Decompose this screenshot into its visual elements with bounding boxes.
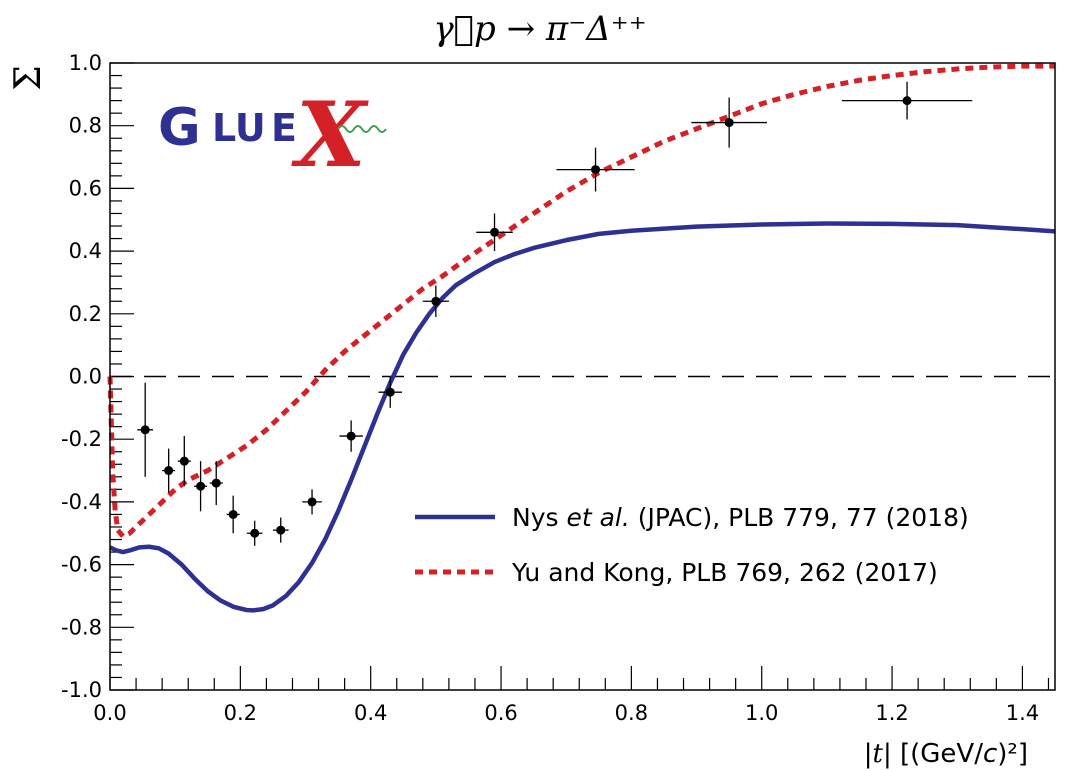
chart-title: γ⃗p → π⁻Δ⁺⁺ — [433, 9, 646, 49]
data-point — [162, 448, 176, 493]
data-point-marker — [346, 431, 356, 441]
x-axis-label-var: t — [873, 739, 884, 769]
legend-label-yu-kong-text: Yu and Kong, PLB 769, 262 (2017) — [511, 558, 938, 587]
data-point — [422, 285, 449, 317]
data-point — [691, 97, 767, 148]
y-tick-label: -0.4 — [61, 490, 102, 514]
data-point-marker — [140, 425, 150, 435]
data-point-marker — [179, 456, 189, 466]
logo-letter-e: E — [271, 106, 297, 150]
data-point — [137, 382, 154, 477]
y-tick-label: 0.6 — [69, 176, 102, 200]
data-point — [272, 517, 289, 543]
plot-frame — [109, 62, 1056, 691]
x-tick-labels: 0.0 0.2 0.4 0.6 0.8 1.0 1.2 1.4 — [93, 701, 1039, 725]
data-point — [177, 436, 191, 487]
data-point-marker — [228, 509, 238, 519]
data-point — [302, 489, 322, 515]
x-axis-label: |t| [(GeV/c)²] — [864, 739, 1028, 769]
data-point-marker — [490, 227, 500, 237]
x-tick-label: 0.2 — [224, 701, 257, 725]
data-point-marker — [307, 497, 317, 507]
y-tick-label: -0.6 — [61, 553, 102, 577]
data-point — [476, 213, 513, 252]
curve-yu-kong — [107, 63, 1055, 539]
y-tick-label: 1.0 — [69, 51, 102, 75]
logo-letter-x: X — [291, 82, 369, 188]
x-axis-label-close: )²] — [997, 739, 1028, 769]
y-tick-label: 0.0 — [69, 365, 102, 389]
x-tick-label: 0.4 — [354, 701, 387, 725]
x-axis-label-open: | — [864, 739, 873, 769]
data-point — [246, 520, 263, 546]
data-point-marker — [902, 96, 912, 106]
logo-letter-g: G — [158, 98, 201, 158]
y-tick-label: 0.8 — [69, 114, 102, 138]
x-tick-label: 0.6 — [484, 701, 517, 725]
data-point-marker — [211, 478, 221, 488]
y-tick-label: 0.2 — [69, 302, 102, 326]
data-point-marker — [164, 466, 174, 476]
x-tick-label: 1.2 — [875, 701, 908, 725]
legend-label-jpac-post: (JPAC), PLB 779, 77 (2018) — [630, 503, 969, 532]
legend-label-yu-kong: Yu and Kong, PLB 769, 262 (2017) — [511, 558, 938, 587]
data-point-marker — [385, 387, 395, 397]
data-point — [226, 495, 240, 534]
data-point — [556, 147, 635, 192]
data-points — [137, 81, 973, 546]
data-point — [339, 420, 363, 452]
y-axis-label: Σ — [8, 65, 49, 90]
x-axis-label-mid: | [(GeV/ — [883, 739, 983, 769]
data-point-marker — [431, 296, 441, 306]
data-point-marker — [276, 525, 286, 535]
y-tick-label: -1.0 — [61, 678, 102, 702]
logo-photon-wave-icon — [337, 125, 387, 133]
curve-jpac — [109, 221, 1056, 613]
x-tick-label: 0.0 — [93, 701, 126, 725]
x-tick-label: 1.4 — [1006, 701, 1039, 725]
data-point-marker — [724, 118, 734, 128]
x-tick-label: 1.0 — [745, 701, 778, 725]
logo-letters-lu: LU — [212, 106, 266, 150]
legend: Nys et al. (JPAC), PLB 779, 77 (2018) Yu… — [415, 503, 969, 587]
x-tick-label: 0.8 — [615, 701, 648, 725]
y-tick-label: -0.8 — [61, 615, 102, 639]
legend-label-jpac: Nys et al. (JPAC), PLB 779, 77 (2018) — [512, 503, 969, 532]
data-point-marker — [591, 165, 601, 175]
gluex-logo: G LU E X — [158, 82, 387, 188]
y-tick-labels: -1.0 -0.8 -0.6 -0.4 -0.2 0.0 0.2 0.4 0.6 0.8 1.0 — [61, 51, 102, 702]
data-point — [841, 81, 973, 120]
data-point — [378, 376, 402, 408]
legend-label-jpac-em: et al. — [566, 503, 629, 532]
y-tick-label: 0.4 — [69, 239, 102, 263]
data-point-marker — [196, 481, 206, 491]
legend-label-jpac-pre: Nys — [512, 503, 566, 532]
model-curves — [107, 63, 1056, 613]
y-tick-label: -0.2 — [61, 427, 102, 451]
data-point — [194, 461, 208, 512]
data-point — [209, 461, 223, 506]
data-point-marker — [250, 528, 260, 538]
x-axis-label-c: c — [983, 739, 997, 769]
